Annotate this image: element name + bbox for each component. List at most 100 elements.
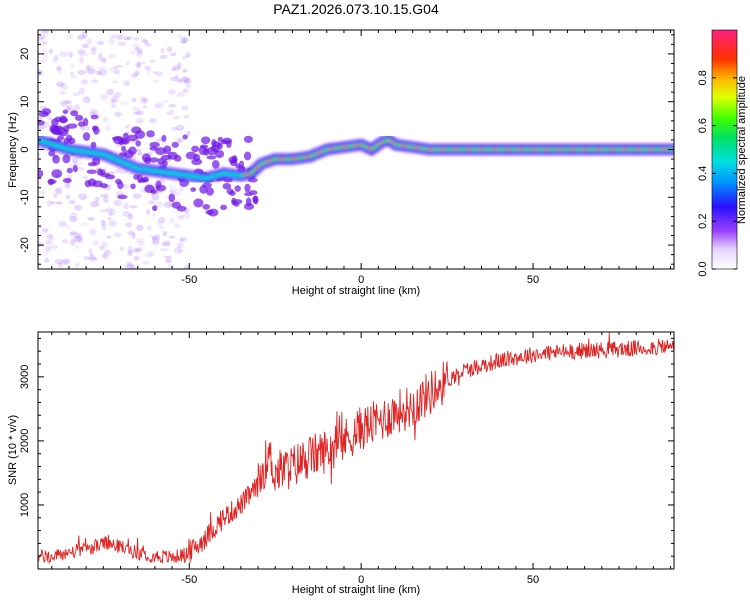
noise-speckle	[125, 261, 132, 265]
noise-speckle	[81, 43, 89, 49]
ridge-speckle	[193, 198, 204, 208]
noise-speckle	[122, 211, 131, 218]
noise-speckle	[142, 98, 149, 104]
noise-speckle	[41, 40, 48, 45]
snr-panel: -50 0 50 1000 2000 3000 Height of straight li…	[7, 331, 675, 596]
spectrogram-x-label: Height of straight line (km)	[292, 285, 420, 297]
noise-speckle	[111, 103, 117, 108]
ridge-speckle	[72, 164, 78, 173]
noise-speckle	[143, 253, 152, 258]
noise-speckle	[127, 231, 136, 236]
noise-speckle	[175, 124, 185, 131]
noise-speckle	[72, 236, 82, 243]
noise-speckle	[50, 234, 55, 241]
noise-speckle	[162, 230, 168, 237]
noise-speckle	[136, 118, 144, 124]
noise-speckle	[136, 61, 141, 69]
noise-speckle	[131, 97, 137, 103]
noise-speckle	[186, 130, 191, 137]
noise-speckle	[67, 104, 74, 111]
noise-speckle	[168, 188, 173, 196]
noise-speckle	[77, 69, 86, 76]
noise-speckle	[77, 34, 86, 40]
ridge-speckle	[56, 135, 65, 141]
spectrogram-x-tick-label: 50	[527, 274, 539, 286]
noise-speckle	[170, 76, 178, 82]
noise-speckle	[52, 57, 58, 64]
ridge-speckle	[121, 145, 127, 153]
noise-speckle	[137, 241, 145, 247]
noise-speckle	[74, 204, 83, 211]
noise-speckle	[160, 47, 165, 54]
noise-speckle	[182, 88, 189, 93]
noise-speckle	[69, 231, 78, 235]
noise-speckle	[44, 245, 51, 252]
noise-speckle	[127, 246, 133, 253]
ridge-speckle	[191, 158, 203, 166]
noise-speckle	[122, 183, 129, 190]
noise-speckle	[78, 87, 86, 95]
noise-speckle	[126, 263, 134, 268]
ridge-speckle	[122, 132, 129, 140]
noise-speckle	[81, 31, 88, 38]
noise-speckle	[86, 38, 93, 45]
spectrogram-y-label: Frequency (Hz)	[7, 112, 19, 188]
noise-speckle	[62, 258, 71, 265]
noise-speckle	[64, 182, 71, 189]
noise-speckle	[56, 81, 65, 88]
ridge-speckle	[82, 132, 91, 141]
ridge-speckle	[140, 176, 149, 183]
noise-speckle	[60, 100, 69, 107]
noise-speckle	[151, 213, 156, 218]
noise-speckle	[179, 186, 185, 192]
spectrogram-x-tick-label: 0	[358, 274, 364, 286]
ridge-speckle	[199, 144, 209, 149]
noise-speckle	[133, 255, 140, 261]
ridge-speckle	[77, 121, 85, 127]
noise-speckle	[73, 103, 81, 111]
noise-speckle	[120, 101, 129, 106]
ridge-speckle	[51, 118, 59, 127]
noise-speckle	[169, 217, 175, 225]
noise-speckle	[170, 189, 177, 195]
noise-speckle	[111, 99, 117, 104]
noise-speckle	[72, 160, 82, 166]
noise-speckle	[101, 223, 107, 231]
ridge-speckle	[206, 155, 217, 160]
noise-speckle	[50, 244, 59, 250]
ridge-speckle	[74, 114, 84, 121]
ridge-speckle	[243, 135, 253, 143]
noise-speckle	[168, 108, 175, 116]
ridge-speckle	[171, 201, 181, 209]
ridge-speckle	[117, 194, 128, 200]
noise-speckle	[184, 78, 192, 85]
noise-speckle	[174, 74, 179, 79]
ridge-speckle	[51, 169, 63, 179]
colorbar-ticks: 0.0 0.2 0.4 0.6 0.8	[697, 70, 737, 277]
noise-speckle	[165, 111, 171, 115]
ridge-speckle	[133, 174, 140, 180]
noise-speckle	[148, 200, 155, 205]
noise-speckle	[130, 264, 137, 269]
noise-speckle	[100, 241, 107, 248]
ridge-speckle	[90, 141, 97, 149]
noise-speckle	[78, 52, 88, 57]
noise-speckle	[157, 220, 163, 228]
noise-speckle	[129, 205, 138, 209]
noise-speckle	[100, 193, 109, 198]
colorbar-tick-label: 0.4	[697, 166, 709, 181]
noise-speckle	[159, 225, 165, 230]
noise-speckle	[97, 57, 106, 62]
noise-speckle	[75, 262, 80, 268]
noise-speckle	[81, 222, 88, 227]
noise-speckle	[152, 71, 157, 75]
noise-speckle	[132, 193, 142, 200]
noise-speckle	[151, 240, 161, 246]
noise-speckle	[186, 84, 192, 89]
ridge-speckle	[245, 197, 252, 206]
noise-speckle	[113, 232, 123, 238]
noise-speckle	[102, 253, 109, 259]
noise-speckle	[82, 96, 91, 104]
ridge-speckle	[100, 172, 111, 178]
noise-speckle	[103, 196, 109, 203]
